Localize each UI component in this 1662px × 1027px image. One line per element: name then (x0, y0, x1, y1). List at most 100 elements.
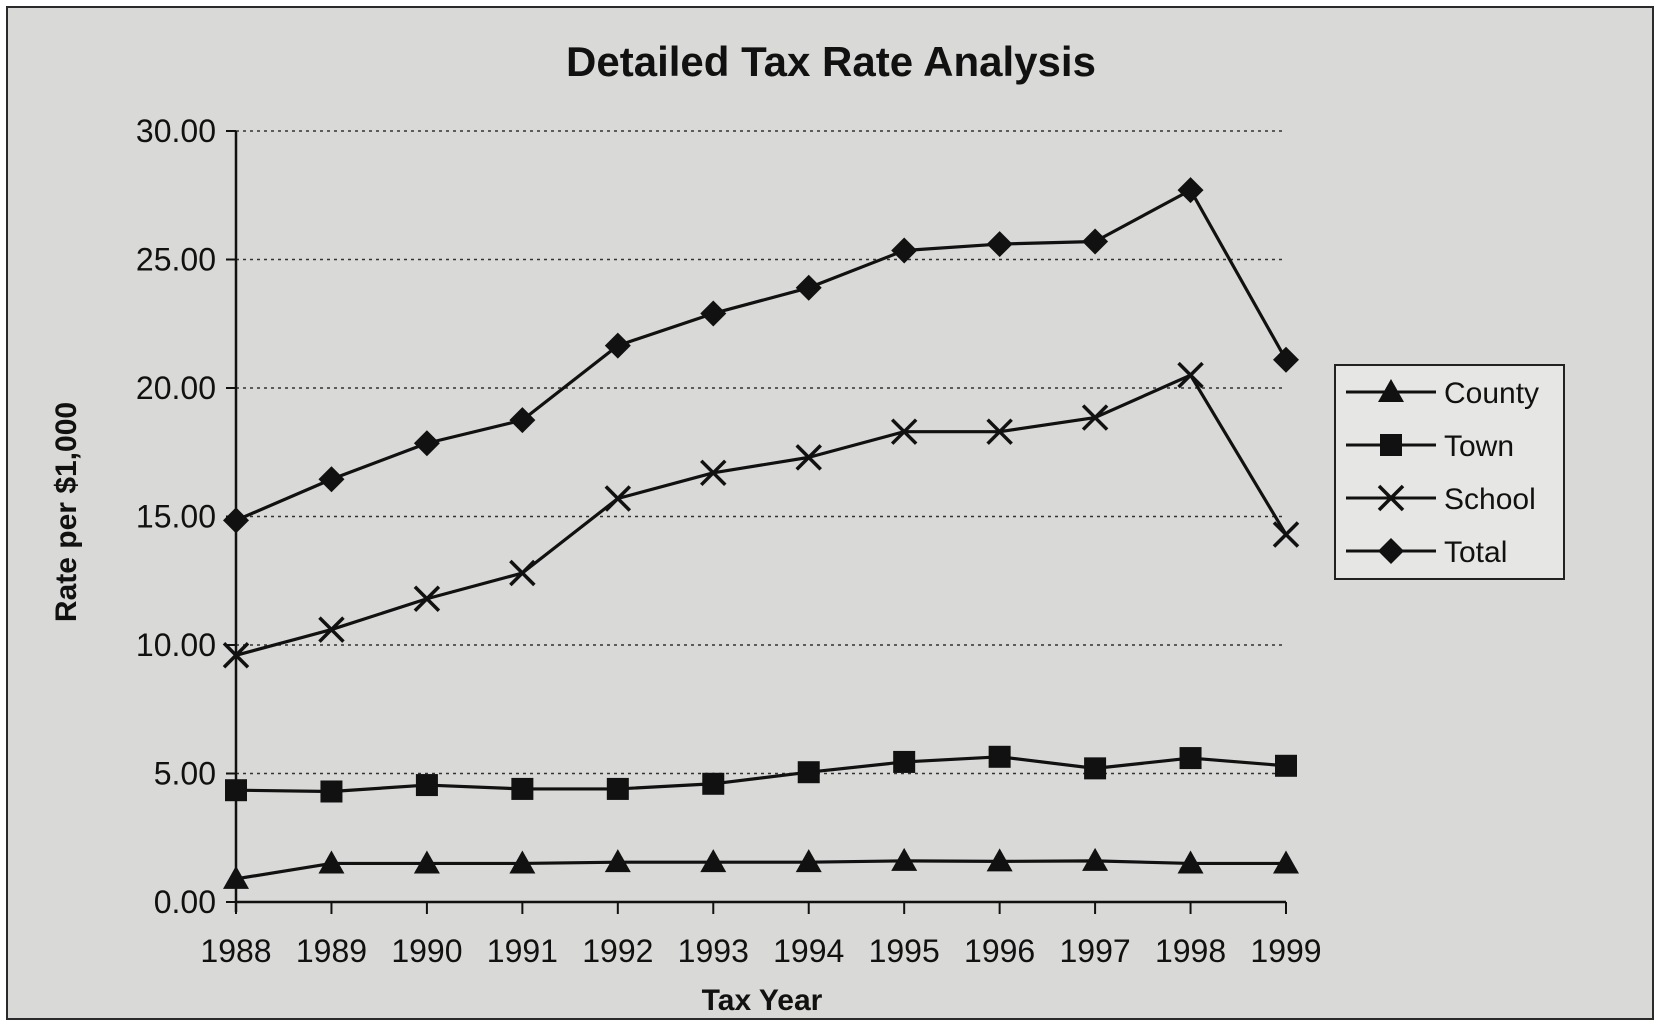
data-point-town (893, 750, 916, 773)
y-tick-label: 15.00 (136, 499, 216, 535)
data-point-total (700, 300, 727, 327)
x-tick-label: 1990 (391, 933, 462, 969)
y-tick-label: 10.00 (136, 627, 216, 663)
y-tick-label: 20.00 (136, 370, 216, 406)
x-tick-label: 1996 (964, 933, 1035, 969)
data-point-town (797, 761, 820, 784)
data-point-town (1084, 757, 1107, 780)
data-point-town (988, 745, 1011, 768)
x-tick-label: 1999 (1250, 933, 1321, 969)
x-axis-title: Tax Year (702, 984, 823, 1017)
x-tick-label: 1992 (582, 933, 653, 969)
legend-marker-town (1380, 434, 1402, 456)
data-point-school (700, 459, 727, 487)
series-line-county (235, 859, 1286, 881)
data-point-total (795, 274, 822, 301)
data-point-school (986, 418, 1013, 445)
x-marker-stroke (795, 444, 822, 471)
x-tick-label: 1995 (869, 933, 940, 969)
legend-item-town: Town (1346, 430, 1514, 463)
data-point-school (795, 444, 822, 471)
data-point-county (223, 865, 249, 889)
legend-label-town: Town (1444, 430, 1514, 463)
data-point-county (1177, 850, 1204, 874)
data-point-county (1273, 850, 1299, 874)
data-point-town (1179, 747, 1202, 770)
legend-item-school: School (1346, 483, 1536, 516)
x-marker-stroke (1377, 484, 1405, 512)
x-marker-stroke (890, 418, 918, 445)
y-axis-title: Rate per $1,000 (50, 402, 83, 622)
data-point-county (795, 849, 822, 873)
data-point-town (225, 779, 247, 802)
data-point-school (890, 418, 918, 445)
data-point-total (509, 407, 536, 434)
series-line-total (235, 188, 1288, 522)
data-point-school (318, 616, 345, 643)
data-point-county (604, 849, 631, 873)
data-point-county (700, 849, 727, 873)
data-point-county (986, 848, 1013, 872)
data-point-total (1273, 346, 1299, 373)
legend-label-total: Total (1444, 536, 1507, 569)
data-point-total (986, 231, 1013, 258)
y-tick-label: 25.00 (136, 242, 216, 278)
x-marker-stroke (509, 559, 536, 587)
data-point-total (413, 430, 440, 457)
data-point-town (1275, 754, 1297, 777)
x-tick-label: 1998 (1155, 933, 1226, 969)
data-point-county (1082, 847, 1109, 871)
y-tick-label: 5.00 (154, 756, 216, 792)
data-point-town (320, 780, 343, 803)
x-tick-label: 1993 (678, 933, 749, 969)
data-point-school (222, 642, 250, 669)
data-point-school (1272, 521, 1300, 548)
series-line-school (235, 373, 1288, 657)
x-marker-stroke (986, 418, 1013, 445)
x-marker-stroke (318, 616, 345, 643)
legend-item-county: County (1346, 377, 1539, 410)
chart-title: Detailed Tax Rate Analysis (566, 38, 1096, 85)
legend-box (1334, 364, 1565, 580)
y-tick-label: 0.00 (154, 884, 216, 920)
data-point-town (415, 774, 438, 797)
x-marker-stroke (1177, 361, 1204, 389)
data-point-town (702, 772, 725, 795)
legend: County Town School Total (1334, 364, 1565, 580)
data-point-town (511, 777, 534, 800)
data-point-county (413, 850, 440, 874)
data-point-school (413, 585, 441, 612)
data-point-county (318, 850, 345, 874)
x-tick-label: 1997 (1059, 933, 1130, 969)
data-point-town (606, 777, 629, 800)
gridlines (236, 130, 1286, 775)
data-point-school (1081, 404, 1109, 431)
x-marker-stroke (413, 585, 441, 612)
series-layer (222, 177, 1300, 889)
x-marker-stroke (1272, 521, 1300, 548)
data-point-total (1082, 228, 1109, 255)
legend-marker-county (1378, 379, 1404, 402)
legend-label-county: County (1444, 377, 1539, 410)
data-point-total (223, 507, 249, 534)
data-point-total (1177, 177, 1204, 204)
data-point-school (509, 559, 536, 587)
legend-item-total: Total (1346, 536, 1507, 569)
y-axis-ticks: 0.00 5.00 10.00 15.00 20.00 25.00 30.00 (136, 113, 236, 920)
x-marker-stroke (1081, 404, 1109, 431)
x-tick-label: 1994 (773, 933, 844, 969)
legend-marker-school (1377, 484, 1405, 512)
x-marker-stroke (604, 485, 632, 512)
x-axis-ticks: 1988 1989 1990 1991 1992 1993 1994 1995 1996 1997… (200, 902, 1322, 969)
x-tick-label: 1991 (487, 933, 558, 969)
legend-marker-total (1378, 538, 1404, 564)
y-tick-label: 30.00 (136, 113, 216, 149)
data-point-county (509, 850, 536, 874)
series-line-town (235, 755, 1287, 794)
data-point-school (1177, 361, 1204, 389)
x-marker-stroke (222, 642, 250, 669)
data-point-school (604, 485, 632, 512)
x-tick-label: 1988 (200, 933, 271, 969)
axes (234, 131, 1286, 912)
